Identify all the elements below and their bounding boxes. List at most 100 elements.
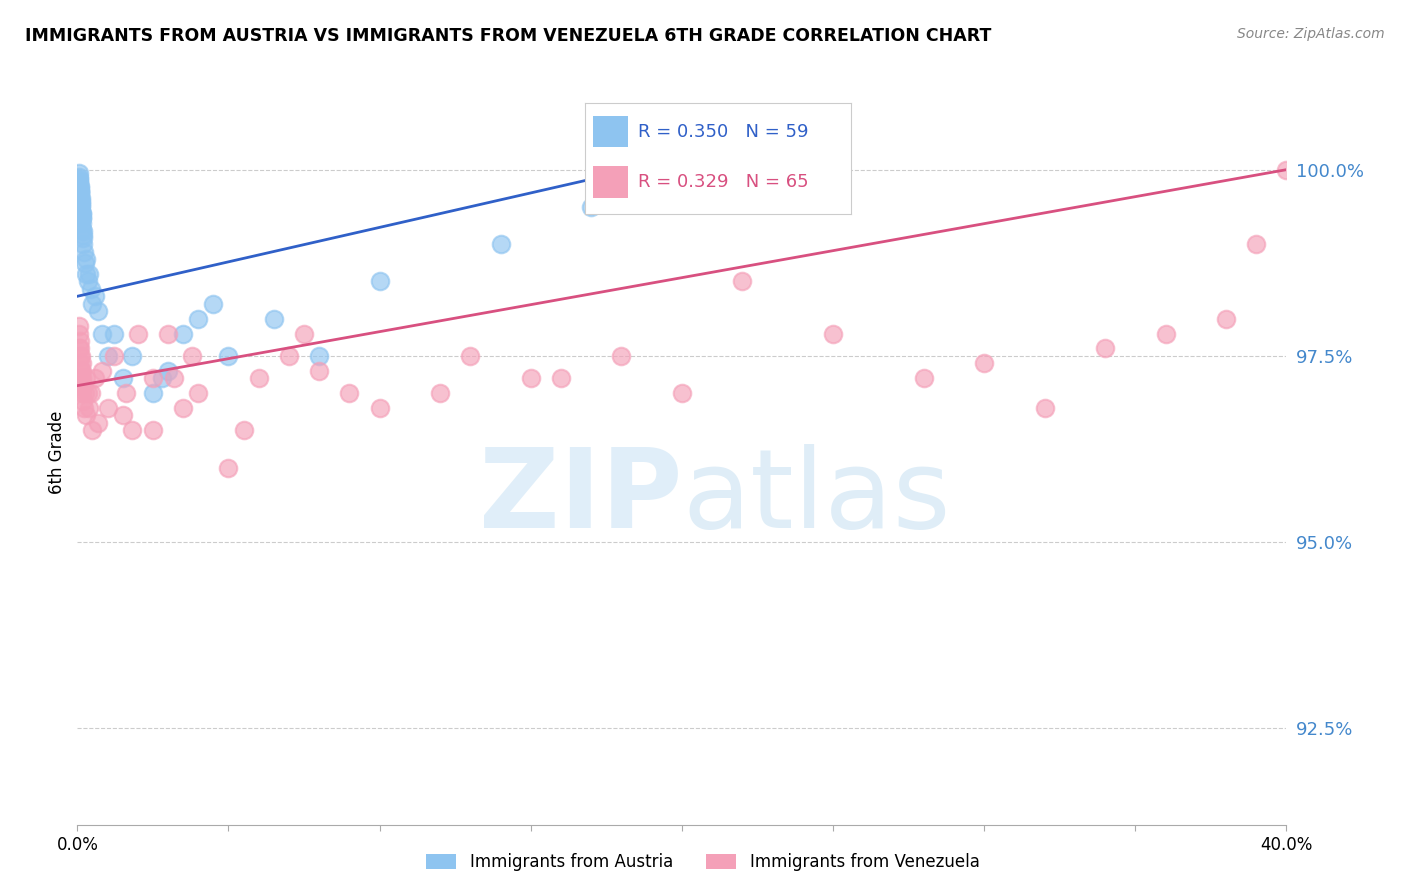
Point bbox=[70, 386, 93, 401]
Point bbox=[75, 252, 97, 266]
Point bbox=[73, 386, 96, 401]
Point bbox=[69, 184, 91, 198]
Point bbox=[69, 180, 91, 194]
Point bbox=[75, 267, 97, 281]
Point bbox=[69, 181, 91, 195]
Point bbox=[70, 203, 93, 218]
Point bbox=[69, 191, 91, 205]
Point bbox=[368, 401, 391, 415]
Point bbox=[671, 386, 693, 401]
Point bbox=[731, 274, 754, 288]
Point bbox=[127, 326, 149, 341]
Point bbox=[292, 326, 315, 341]
Point bbox=[90, 364, 112, 378]
Point bbox=[67, 342, 90, 356]
Point bbox=[69, 179, 91, 194]
Point bbox=[72, 237, 94, 252]
Point bbox=[73, 256, 96, 270]
Point bbox=[69, 364, 91, 378]
Point bbox=[181, 349, 204, 363]
Point bbox=[90, 326, 112, 341]
Point bbox=[87, 304, 110, 318]
Point bbox=[70, 194, 93, 208]
Point bbox=[973, 356, 995, 370]
Legend: Immigrants from Austria, Immigrants from Venezuela: Immigrants from Austria, Immigrants from… bbox=[418, 845, 988, 880]
Point bbox=[581, 200, 603, 214]
Point bbox=[263, 311, 285, 326]
Point bbox=[96, 401, 118, 415]
Point bbox=[103, 349, 125, 363]
Point bbox=[912, 371, 935, 385]
Point bbox=[247, 371, 270, 385]
Point bbox=[84, 289, 107, 303]
Point bbox=[1215, 311, 1237, 326]
Point bbox=[339, 386, 360, 401]
Point bbox=[77, 386, 100, 401]
Point bbox=[70, 356, 93, 370]
Point bbox=[1246, 237, 1268, 252]
Point bbox=[69, 349, 91, 363]
Text: Source: ZipAtlas.com: Source: ZipAtlas.com bbox=[1237, 27, 1385, 41]
Point bbox=[67, 326, 90, 341]
Point bbox=[67, 174, 90, 188]
Point bbox=[111, 409, 134, 423]
Point bbox=[67, 166, 90, 180]
Point bbox=[70, 364, 93, 378]
Point bbox=[72, 231, 94, 245]
Point bbox=[278, 349, 301, 363]
Point bbox=[70, 200, 93, 214]
Point bbox=[70, 206, 93, 220]
Point bbox=[70, 198, 93, 212]
Point bbox=[142, 371, 165, 385]
Point bbox=[308, 349, 330, 363]
Point bbox=[163, 371, 186, 385]
Point bbox=[69, 176, 91, 190]
Point bbox=[67, 170, 90, 185]
Point bbox=[72, 378, 94, 392]
Point bbox=[70, 211, 93, 225]
Point bbox=[69, 319, 91, 334]
Point bbox=[121, 349, 143, 363]
Point bbox=[69, 185, 91, 199]
Point bbox=[67, 178, 90, 192]
Point bbox=[1033, 401, 1056, 415]
Point bbox=[142, 386, 165, 401]
Point bbox=[77, 274, 100, 288]
Point bbox=[172, 401, 194, 415]
Text: IMMIGRANTS FROM AUSTRIA VS IMMIGRANTS FROM VENEZUELA 6TH GRADE CORRELATION CHART: IMMIGRANTS FROM AUSTRIA VS IMMIGRANTS FR… bbox=[25, 27, 991, 45]
Point bbox=[520, 371, 543, 385]
Point bbox=[72, 222, 94, 236]
Y-axis label: 6th Grade: 6th Grade bbox=[48, 411, 66, 494]
Point bbox=[308, 364, 330, 378]
Point bbox=[70, 371, 93, 385]
Point bbox=[458, 349, 481, 363]
Point bbox=[67, 171, 90, 186]
Point bbox=[368, 274, 391, 288]
Point bbox=[610, 349, 633, 363]
Point bbox=[84, 371, 107, 385]
Text: atlas: atlas bbox=[682, 444, 950, 551]
Point bbox=[232, 423, 254, 437]
Point bbox=[70, 207, 93, 221]
Point bbox=[1154, 326, 1177, 341]
Point bbox=[202, 297, 225, 311]
Point bbox=[157, 364, 180, 378]
Point bbox=[72, 371, 94, 385]
Point bbox=[87, 416, 110, 430]
Point bbox=[218, 349, 240, 363]
Point bbox=[75, 409, 97, 423]
Point bbox=[550, 371, 572, 385]
Point bbox=[429, 386, 451, 401]
Text: ZIP: ZIP bbox=[478, 444, 682, 551]
Point bbox=[1275, 162, 1298, 177]
Point bbox=[79, 401, 101, 415]
Point bbox=[69, 186, 91, 201]
Point bbox=[69, 184, 91, 198]
Point bbox=[80, 282, 103, 296]
Point bbox=[70, 349, 93, 363]
Point bbox=[70, 216, 93, 230]
Point bbox=[114, 386, 136, 401]
Point bbox=[187, 386, 209, 401]
Point bbox=[121, 423, 143, 437]
Point bbox=[172, 326, 194, 341]
